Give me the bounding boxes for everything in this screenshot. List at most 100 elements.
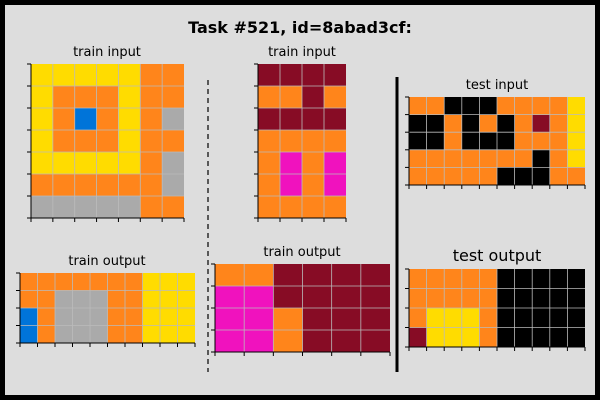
grid-cell — [118, 86, 141, 108]
grid-cell — [549, 167, 568, 185]
grid-cell — [532, 97, 550, 115]
grid-cell — [444, 149, 462, 168]
grid-cell — [20, 308, 38, 326]
grid-cell — [461, 149, 480, 168]
grid-cell — [532, 308, 550, 328]
grid-cell — [479, 114, 497, 133]
grid-cell — [244, 308, 274, 330]
grid-train-input-2 — [254, 63, 347, 222]
grid-cell — [532, 327, 550, 347]
grid-cell — [37, 325, 55, 343]
grid-cell — [96, 64, 119, 86]
grid-cell — [162, 86, 184, 108]
label-train-input-1: train input — [73, 45, 141, 60]
grid-cell — [72, 273, 90, 291]
grid-cell — [360, 264, 390, 286]
grid-cell — [37, 273, 55, 291]
grid-cell — [302, 152, 324, 174]
grid-cell — [160, 325, 178, 343]
grid-cell — [324, 196, 346, 218]
grid-cell — [360, 330, 390, 352]
grid-cell — [567, 132, 585, 150]
grid-cell — [479, 97, 497, 115]
grid-cell — [31, 64, 53, 86]
grid-cell — [162, 152, 184, 174]
grid-cell — [90, 308, 108, 326]
grid-cell — [497, 114, 515, 133]
grid-cell — [31, 196, 53, 218]
grid-cell — [107, 273, 125, 291]
grid-cell — [409, 288, 427, 308]
grid-cell — [74, 174, 97, 196]
grid-cell — [479, 327, 497, 347]
grid-cell — [96, 86, 119, 108]
grid-cell — [140, 108, 163, 130]
grid-cell — [72, 290, 90, 308]
grid-cell — [532, 269, 550, 289]
grid-cell — [514, 149, 533, 168]
grid-cell — [52, 152, 75, 174]
grid-cell — [118, 152, 141, 174]
grid-cell — [532, 114, 550, 133]
grid-cell — [140, 196, 163, 218]
grid-cell — [444, 288, 462, 308]
grid-cell — [514, 167, 533, 185]
grid-cell — [280, 108, 302, 130]
grid-cell — [118, 130, 141, 152]
grid-cell — [409, 114, 427, 133]
grid-cell — [360, 286, 390, 308]
grid-cell — [52, 86, 75, 108]
grid-cell — [107, 325, 125, 343]
grid-cell — [479, 149, 497, 168]
label-train-input-2: train input — [268, 45, 336, 60]
grid-cell — [215, 330, 245, 352]
grid-cell — [52, 64, 75, 86]
grid-cell — [426, 269, 445, 289]
grid-cell — [273, 264, 303, 286]
grid-cell — [142, 308, 160, 326]
grid-cell — [567, 327, 585, 347]
grid-cell — [461, 167, 480, 185]
grid-cell — [96, 130, 119, 152]
grid-cell — [479, 132, 497, 150]
grid-cell — [461, 269, 480, 289]
grid-cell — [140, 64, 163, 86]
grid-cell — [273, 330, 303, 352]
grid-cell — [302, 330, 332, 352]
grid-cell — [324, 64, 346, 86]
grid-cell — [280, 174, 302, 196]
grid-cell — [532, 288, 550, 308]
grid-cell — [118, 196, 141, 218]
grid-cell — [444, 167, 462, 185]
grid-cell — [409, 308, 427, 328]
grid-cell — [497, 97, 515, 115]
grid-cell — [444, 114, 462, 133]
grid-cell — [549, 327, 568, 347]
grid-cell — [461, 132, 480, 150]
grid-cell — [20, 290, 38, 308]
grid-cell — [409, 167, 427, 185]
grid-cell — [215, 286, 245, 308]
grid-cell — [55, 273, 73, 291]
grid-cell — [567, 288, 585, 308]
grid-cell — [549, 288, 568, 308]
grid-cell — [258, 86, 280, 108]
grid-cell — [244, 264, 274, 286]
grid-cell — [244, 330, 274, 352]
grid-cell — [497, 308, 515, 328]
grid-cell — [258, 174, 280, 196]
grid-cell — [258, 152, 280, 174]
grid-cell — [90, 290, 108, 308]
grid-cell — [497, 132, 515, 150]
grid-cell — [107, 308, 125, 326]
grid-cell — [444, 327, 462, 347]
grid-cell — [302, 174, 324, 196]
grid-cell — [258, 130, 280, 152]
grid-cell — [549, 132, 568, 150]
grid-cell — [280, 152, 302, 174]
grid-cell — [96, 196, 119, 218]
grid-cell — [55, 290, 73, 308]
grid-cell — [142, 273, 160, 291]
grid-cell — [52, 174, 75, 196]
